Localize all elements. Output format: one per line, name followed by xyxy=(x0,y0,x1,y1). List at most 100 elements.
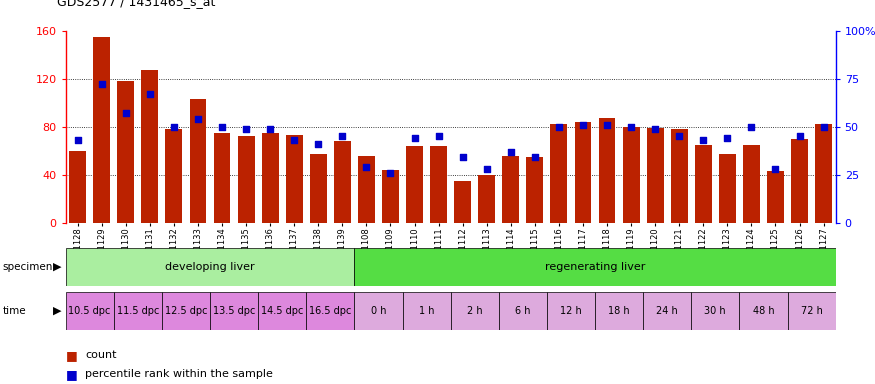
Point xyxy=(624,124,638,130)
Point xyxy=(480,166,494,172)
Text: 72 h: 72 h xyxy=(801,306,822,316)
Bar xyxy=(354,292,402,330)
Bar xyxy=(575,122,592,223)
Bar xyxy=(451,292,499,330)
Bar xyxy=(479,175,495,223)
Text: 10.5 dpc: 10.5 dpc xyxy=(68,306,111,316)
Bar xyxy=(595,292,643,330)
Bar xyxy=(598,118,615,223)
Point xyxy=(648,126,662,132)
Point xyxy=(191,116,205,122)
Text: specimen: specimen xyxy=(3,262,53,272)
Bar xyxy=(66,248,354,286)
Bar xyxy=(382,170,399,223)
Text: 18 h: 18 h xyxy=(608,306,630,316)
Bar xyxy=(691,292,739,330)
Point xyxy=(720,135,734,141)
Text: ■: ■ xyxy=(66,349,77,362)
Text: 2 h: 2 h xyxy=(467,306,482,316)
Bar xyxy=(117,81,134,223)
Bar xyxy=(527,157,543,223)
Bar xyxy=(238,136,255,223)
Text: GDS2577 / 1431465_s_at: GDS2577 / 1431465_s_at xyxy=(57,0,215,8)
Point xyxy=(456,154,470,161)
Bar xyxy=(262,133,278,223)
Bar xyxy=(671,129,688,223)
Bar xyxy=(310,154,326,223)
Bar xyxy=(190,99,206,223)
Point xyxy=(167,124,181,130)
Point xyxy=(576,122,590,128)
Point xyxy=(528,154,542,161)
Bar xyxy=(114,292,162,330)
Bar xyxy=(767,171,784,223)
Text: percentile rank within the sample: percentile rank within the sample xyxy=(85,369,273,379)
Text: 48 h: 48 h xyxy=(752,306,774,316)
Text: 16.5 dpc: 16.5 dpc xyxy=(309,306,352,316)
Bar xyxy=(306,292,354,330)
Text: 24 h: 24 h xyxy=(656,306,678,316)
Bar xyxy=(643,292,691,330)
Bar xyxy=(142,70,158,223)
Bar xyxy=(354,248,836,286)
Bar xyxy=(162,292,210,330)
Point xyxy=(94,81,108,88)
Text: time: time xyxy=(3,306,26,316)
Bar xyxy=(816,124,832,223)
Point xyxy=(287,137,301,143)
Bar xyxy=(165,129,182,223)
Bar xyxy=(430,146,447,223)
Point xyxy=(360,164,374,170)
Bar xyxy=(69,151,86,223)
Text: 1 h: 1 h xyxy=(419,306,434,316)
Text: count: count xyxy=(85,350,116,360)
Text: 6 h: 6 h xyxy=(515,306,530,316)
Point xyxy=(71,137,85,143)
Bar xyxy=(547,292,595,330)
Bar xyxy=(358,156,374,223)
Bar xyxy=(210,292,258,330)
Point xyxy=(672,133,686,139)
Point xyxy=(552,124,566,130)
Text: ▶: ▶ xyxy=(52,262,61,272)
Point xyxy=(745,124,759,130)
Point xyxy=(504,149,518,155)
Bar xyxy=(214,133,230,223)
Bar xyxy=(743,145,760,223)
Point xyxy=(312,141,326,147)
Text: 14.5 dpc: 14.5 dpc xyxy=(261,306,304,316)
Point xyxy=(263,126,277,132)
Bar xyxy=(502,156,519,223)
Point xyxy=(143,91,157,97)
Bar xyxy=(623,127,640,223)
Bar xyxy=(334,141,351,223)
Point xyxy=(696,137,710,143)
Point xyxy=(215,124,229,130)
Bar xyxy=(695,145,711,223)
Point xyxy=(793,133,807,139)
Bar xyxy=(647,128,663,223)
Point xyxy=(600,122,614,128)
Point xyxy=(239,126,253,132)
Bar xyxy=(788,292,836,330)
Bar xyxy=(66,292,114,330)
Bar xyxy=(406,146,423,223)
Text: 12 h: 12 h xyxy=(560,306,582,316)
Bar xyxy=(454,181,471,223)
Text: 13.5 dpc: 13.5 dpc xyxy=(213,306,256,316)
Bar xyxy=(286,135,303,223)
Text: 0 h: 0 h xyxy=(371,306,386,316)
Point xyxy=(431,133,445,139)
Bar xyxy=(402,292,451,330)
Text: regenerating liver: regenerating liver xyxy=(545,262,645,272)
Text: ■: ■ xyxy=(66,368,77,381)
Bar xyxy=(791,139,808,223)
Point xyxy=(408,135,422,141)
Bar xyxy=(719,154,736,223)
Point xyxy=(816,124,830,130)
Bar xyxy=(739,292,788,330)
Point xyxy=(335,133,349,139)
Bar xyxy=(258,292,306,330)
Point xyxy=(383,170,397,176)
Text: 30 h: 30 h xyxy=(704,306,726,316)
